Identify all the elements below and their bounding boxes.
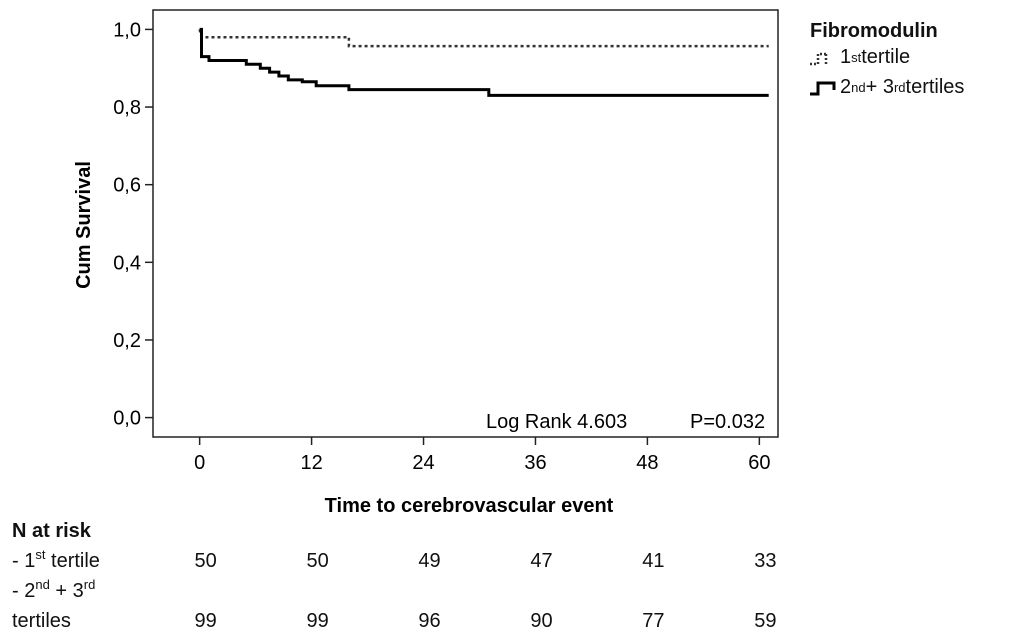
plot-frame [152,9,779,438]
y-tick-label: 0,8 [113,97,141,119]
risk-row2-label-sup: nd [35,577,50,592]
risk-value: 49 [418,550,441,572]
risk-value: 33 [754,550,777,572]
y-tick-label: 0,4 [113,252,141,274]
x-tick-label: 24 [412,452,434,474]
risk-row1-label-sup: st [35,547,46,562]
log-rank-annotation: Log Rank 4.603 [486,411,627,433]
y-axis-label: Cum Survival [73,161,95,289]
y-tick-label: 0,2 [113,330,141,352]
series-line-2nd-3rd-tertiles [199,27,769,97]
x-tick-label: 48 [636,452,658,474]
legend-item-2-base: 2 [840,76,852,98]
y-tick-label: 0,0 [113,408,141,430]
risk-value: 99 [194,610,217,632]
legend-item-2-rest: tertiles [905,76,965,98]
risk-row2-label-line2: tertiles [12,610,71,632]
legend-item-1-rest: tertile [861,46,911,68]
solid-line-swatch-icon [810,81,836,95]
risk-value: 41 [642,550,665,572]
risk-row2-label-mid: + 3 [49,580,84,602]
legend-item-1-base: 1 [840,46,852,68]
risk-value: 59 [754,610,777,632]
x-tick-label: 36 [524,452,546,474]
y-tick-label: 1,0 [113,19,141,41]
x-tick-label: 12 [300,452,322,474]
risk-row1-label: - 1st tertile [12,547,100,573]
risk-value: 96 [418,610,441,632]
risk-row1-label-prefix: - 1 [12,550,36,572]
risk-row2-label-prefix: - 2 [12,580,36,602]
risk-table-title: N at risk [12,520,91,542]
risk-value: 50 [194,550,217,572]
risk-row2-label-line1: - 2nd + 3rd [12,577,96,603]
x-axis-label: Time to cerebrovascular event [325,495,614,517]
risk-row2-label-sup2: rd [83,577,96,592]
risk-value: 90 [530,610,553,632]
risk-row1-label-rest: tertile [45,550,100,572]
risk-value: 99 [306,610,329,632]
p-value-annotation: P=0.032 [690,411,765,433]
x-tick-label: 60 [748,452,770,474]
y-tick-label: 0,6 [113,175,141,197]
risk-value: 50 [306,550,329,572]
legend-title: Fibromodulin [810,20,938,42]
x-tick-label: 0 [194,452,205,474]
legend-item-2-mid: + 3 [865,76,894,98]
series-line-1st-tertile [198,29,769,48]
risk-value: 77 [642,610,665,632]
risk-value: 47 [530,550,553,572]
dotted-line-swatch-icon [810,52,828,65]
